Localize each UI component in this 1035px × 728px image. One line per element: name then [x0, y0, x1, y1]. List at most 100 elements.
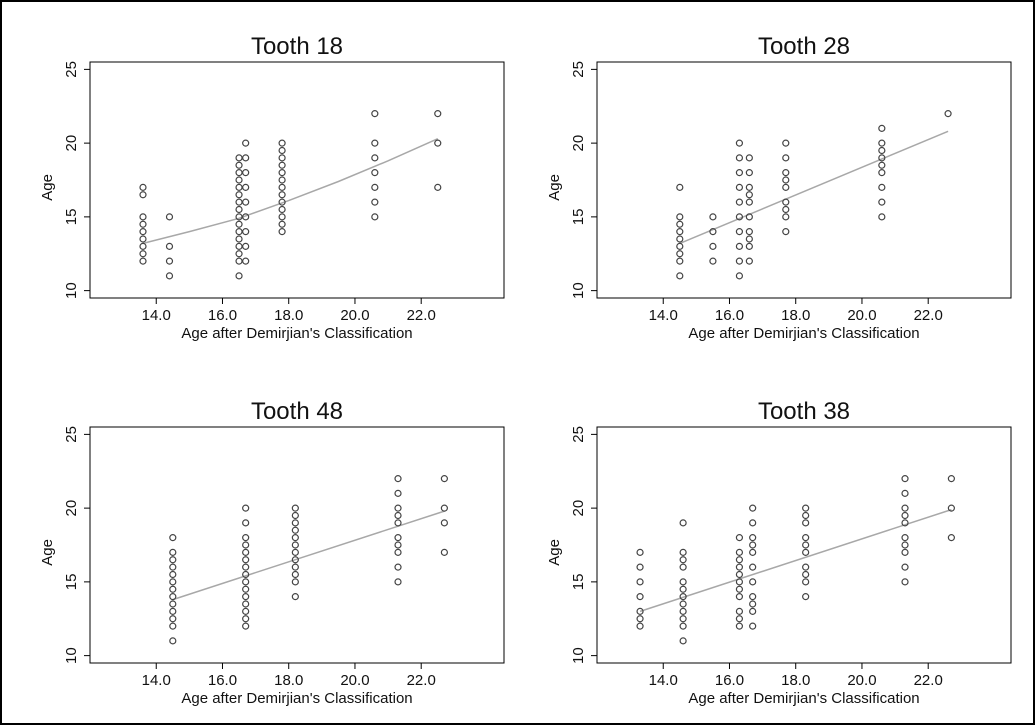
- data-point: [878, 213, 886, 221]
- data-point: [291, 556, 299, 564]
- x-tick-label: 18.0: [274, 307, 303, 324]
- data-point: [371, 110, 379, 118]
- data-point: [679, 548, 687, 556]
- data-point: [947, 504, 955, 512]
- data-point: [242, 578, 250, 586]
- data-point: [901, 511, 909, 520]
- data-point: [440, 519, 448, 527]
- data-point: [749, 548, 757, 556]
- fit-line: [172, 510, 445, 601]
- data-point: [679, 585, 687, 593]
- data-point: [749, 541, 757, 549]
- chart-title: Tooth 28: [758, 33, 850, 60]
- data-point: [291, 519, 299, 527]
- data-point: [749, 519, 757, 527]
- data-point: [139, 242, 147, 250]
- data-point: [242, 541, 250, 549]
- data-point: [749, 593, 757, 601]
- data-point: [802, 511, 810, 520]
- data-point: [169, 563, 177, 571]
- data-point: [291, 563, 299, 571]
- data-point: [679, 637, 687, 645]
- x-tick-label: 16.0: [208, 307, 237, 324]
- data-point: [679, 593, 687, 601]
- data-point: [878, 183, 886, 191]
- x-tick-label: 14.0: [142, 307, 171, 324]
- data-point: [139, 213, 147, 221]
- data-point: [676, 257, 684, 265]
- data-point: [901, 578, 909, 586]
- data-point: [394, 511, 402, 520]
- data-point: [139, 250, 147, 258]
- y-axis-label: Age: [39, 174, 56, 201]
- plot-frame: [596, 61, 1012, 299]
- data-point: [278, 205, 286, 214]
- data-point: [235, 242, 243, 250]
- data-point: [676, 272, 684, 280]
- data-point: [749, 600, 757, 608]
- data-point: [235, 169, 243, 177]
- data-point: [676, 242, 684, 250]
- data-point: [278, 228, 286, 236]
- data-point: [676, 235, 684, 243]
- data-point: [394, 489, 402, 497]
- data-point: [278, 176, 286, 184]
- data-point: [735, 257, 744, 265]
- data-point: [139, 235, 147, 243]
- data-point: [242, 242, 250, 250]
- data-point: [676, 220, 684, 228]
- data-point: [169, 534, 177, 542]
- data-point: [901, 548, 909, 556]
- data-point: [371, 213, 379, 221]
- data-point: [679, 563, 687, 571]
- data-point: [371, 139, 379, 147]
- data-point: [278, 198, 286, 206]
- data-point: [169, 578, 177, 586]
- data-point: [371, 198, 379, 206]
- data-point: [636, 615, 644, 623]
- data-point: [735, 534, 744, 542]
- data-point: [745, 154, 753, 162]
- x-axis-label: Age after Demirjian's Classification: [688, 325, 919, 342]
- data-point: [636, 548, 644, 556]
- data-point: [440, 475, 448, 483]
- data-point: [802, 534, 810, 542]
- x-tick-label: 18.0: [781, 307, 810, 324]
- data-point: [235, 154, 243, 162]
- data-point: [291, 526, 299, 534]
- data-point: [235, 198, 243, 206]
- data-point: [434, 110, 442, 118]
- data-point: [679, 607, 687, 615]
- y-tick-label: 15: [63, 209, 80, 226]
- data-point: [735, 578, 744, 586]
- data-point: [782, 176, 790, 184]
- data-point: [944, 110, 952, 118]
- data-point: [278, 191, 286, 199]
- data-point: [235, 161, 243, 169]
- data-point: [278, 169, 286, 177]
- y-tick-label: 20: [63, 135, 80, 152]
- data-point: [169, 615, 177, 623]
- data-point: [745, 198, 753, 206]
- data-point: [735, 242, 744, 250]
- data-point: [371, 169, 379, 177]
- data-point: [235, 176, 243, 184]
- data-point: [636, 593, 644, 601]
- data-point: [745, 235, 753, 243]
- data-point: [782, 198, 790, 206]
- data-point: [242, 213, 250, 221]
- data-point: [901, 475, 909, 483]
- data-point: [735, 183, 744, 191]
- data-point: [878, 124, 886, 132]
- y-tick-label: 20: [570, 135, 587, 152]
- data-point: [394, 475, 402, 483]
- data-point: [679, 578, 687, 586]
- data-point: [679, 519, 687, 527]
- data-point: [782, 228, 790, 236]
- data-point: [802, 548, 810, 556]
- chart-title: Tooth 48: [251, 398, 343, 425]
- x-tick-label: 22.0: [914, 307, 943, 324]
